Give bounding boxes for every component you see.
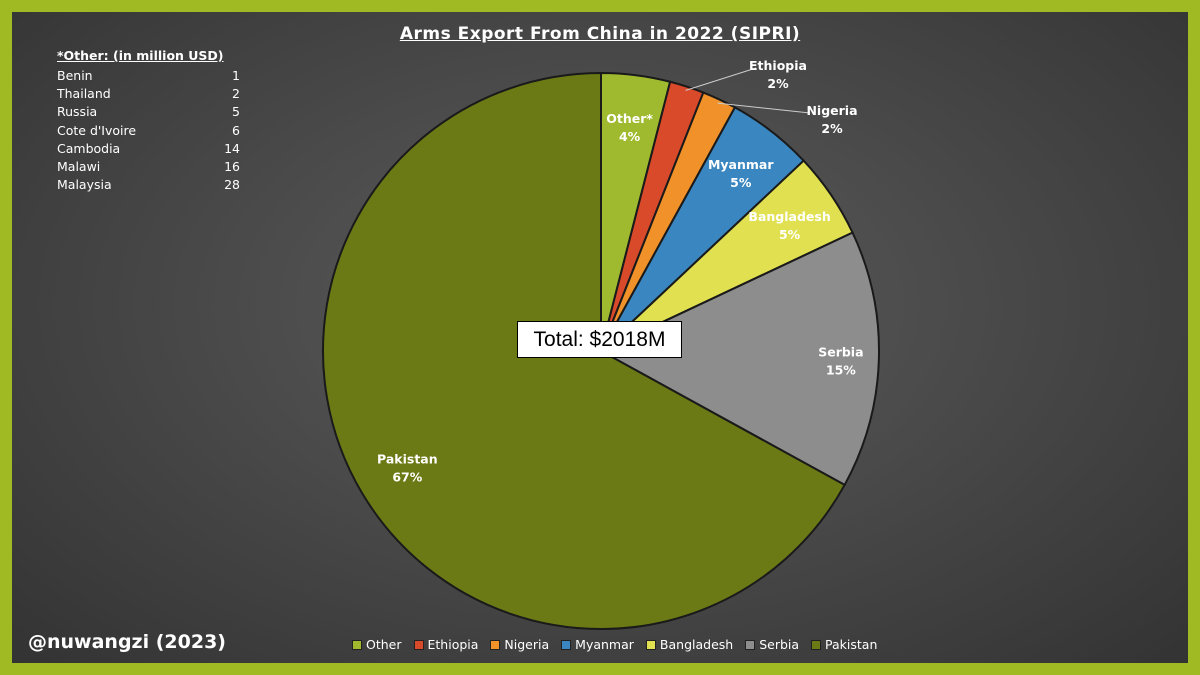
slice-percent-bangladesh: 5% [779, 227, 801, 242]
legend-item-nigeria: Nigeria [490, 637, 549, 652]
legend-swatch [811, 639, 822, 650]
other-country-value: 6 [232, 122, 240, 138]
other-country-value: 1 [232, 68, 240, 83]
slice-label-ethiopia: Ethiopia [749, 58, 807, 73]
pie-slice-serbia [598, 231, 880, 487]
legend-label: Nigeria [504, 637, 550, 652]
legend-swatch [490, 639, 501, 650]
legend-item-pakistan: Pakistan [811, 637, 877, 652]
other-breakdown-rows: Benin 1 Thailand 2 Russia 5 Cote d'Ivoire 6 Camb… [57, 67, 240, 194]
slice-label-bangladesh: Bangladesh [748, 209, 830, 224]
legend-swatch [352, 639, 362, 650]
legend-item-serbia: Serbia [745, 637, 799, 652]
legend-swatch [745, 639, 756, 650]
other-country-value: 14 [224, 140, 240, 156]
slice-label-serbia: Serbia [818, 345, 863, 360]
other-country-name: Benin [57, 68, 93, 83]
other-breakdown-row: Thailand 2 [57, 85, 240, 103]
legend-label: Serbia [759, 637, 800, 652]
slice-label-other: Other* [606, 111, 653, 126]
other-breakdown-table: *Other: (in million USD) Benin 1 Thailand 2… [57, 48, 240, 194]
legend-item-myanmar: Myanmar [561, 637, 634, 652]
other-breakdown-row: Cambodia 14 [57, 140, 240, 158]
total-callout: Total: $2018M [517, 321, 682, 358]
chart-legend: Other Ethiopia Nigeria Myanmar Bangladesh Ser… [352, 637, 877, 652]
other-country-value: 28 [224, 177, 240, 193]
other-country-name: Cote d'Ivoire [57, 122, 137, 138]
other-country-name: Malaysia [57, 177, 112, 193]
other-country-name: Cambodia [57, 140, 121, 156]
other-breakdown-row: Russia 5 [57, 103, 240, 121]
other-breakdown-row: Benin 1 [57, 67, 240, 85]
other-breakdown-row: Malaysia 28 [57, 176, 240, 194]
slice-label-myanmar: Myanmar [708, 157, 774, 172]
legend-label: Myanmar [575, 637, 634, 652]
legend-label: Pakistan [825, 637, 878, 652]
legend-label: Other [366, 637, 402, 652]
other-country-name: Malawi [57, 158, 101, 174]
other-country-value: 5 [232, 104, 240, 120]
chart-title: Arms Export From China in 2022 (SIPRI) [399, 24, 801, 44]
slice-percent-ethiopia: 2% [767, 76, 789, 91]
legend-swatch [413, 639, 424, 650]
legend-label: Bangladesh [659, 637, 734, 652]
legend-item-bangladesh: Bangladesh [645, 637, 734, 652]
legend-swatch [561, 639, 572, 650]
legend-swatch [645, 639, 656, 650]
other-breakdown-header: *Other: (in million USD) [57, 48, 224, 63]
slice-percent-other: 4% [619, 129, 641, 144]
legend-label: Ethiopia [427, 637, 479, 652]
slice-percent-pakistan: 67% [392, 470, 422, 485]
slice-percent-serbia: 15% [826, 363, 856, 378]
other-country-name: Thailand [57, 86, 111, 102]
slice-label-pakistan: Pakistan [377, 452, 438, 467]
other-country-value: 16 [224, 158, 240, 174]
other-country-value: 2 [232, 86, 240, 102]
other-country-name: Russia [57, 104, 98, 120]
slice-percent-myanmar: 5% [730, 175, 752, 190]
author-credit: @nuwangzi (2023) [28, 631, 226, 653]
other-breakdown-row: Cote d'Ivoire 6 [57, 122, 240, 140]
leader-line-ethiopia [685, 67, 757, 91]
legend-item-ethiopia: Ethiopia [413, 637, 479, 652]
leader-line-nigeria [717, 102, 811, 114]
slice-percent-nigeria: 2% [821, 121, 843, 136]
other-breakdown-row: Malawi 16 [57, 158, 240, 176]
slice-label-nigeria: Nigeria [806, 103, 857, 118]
legend-item-other: Other [352, 637, 402, 652]
